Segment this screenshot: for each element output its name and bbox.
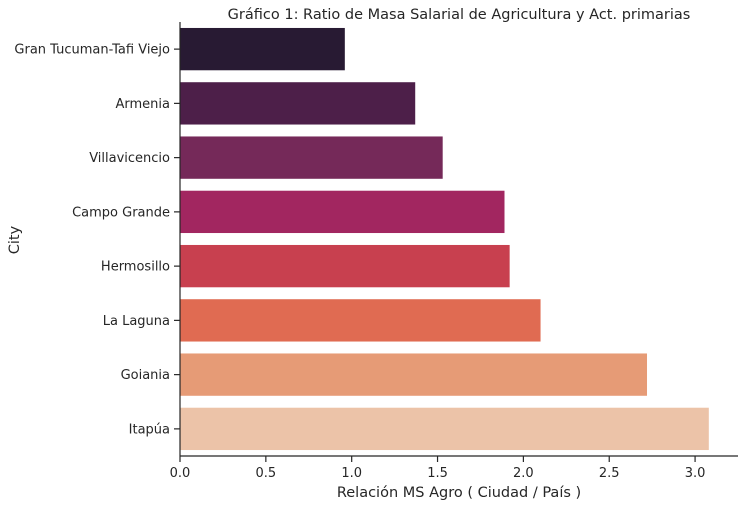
bar-7 [180, 407, 709, 451]
x-tick-label-4: 2.0 [513, 466, 534, 481]
x-tick-layer: 0.0 0.5 1.0 1.5 2.0 2.5 3.0 [170, 456, 706, 481]
y-tick-label-6: Goiania [121, 368, 170, 383]
bar-6 [180, 353, 648, 396]
bar-4 [180, 244, 510, 288]
bar-0 [180, 27, 345, 71]
x-tick-label-5: 2.5 [599, 466, 620, 481]
bar-5 [180, 299, 541, 342]
y-tick-label-0: Gran Tucuman-Tafi Viejo [14, 43, 170, 58]
y-tick-label-5: La Laguna [103, 314, 170, 329]
y-tick-label-7: Itapúa [129, 422, 170, 437]
x-tick-label-1: 0.5 [256, 466, 277, 481]
bar-2 [180, 136, 443, 179]
y-tick-label-4: Hermosillo [101, 260, 170, 275]
y-tick-layer: Gran Tucuman-Tafi Viejo Armenia Villavicen… [14, 43, 180, 437]
x-axis-label: Relación MS Agro ( Ciudad / País ) [337, 485, 581, 501]
chart-title: Gráfico 1: Ratio de Masa Salarial de Agr… [228, 7, 691, 23]
y-axis-label: City [7, 225, 23, 254]
bar-3 [180, 190, 505, 234]
y-tick-label-2: Villavicencio [89, 151, 170, 166]
x-tick-label-6: 3.0 [685, 466, 706, 481]
x-tick-label-0: 0.0 [170, 466, 191, 481]
bars-layer [180, 27, 709, 451]
bar-1 [180, 82, 416, 125]
x-tick-label-2: 1.0 [341, 466, 362, 481]
y-tick-label-3: Campo Grande [72, 205, 170, 220]
y-tick-label-1: Armenia [116, 97, 171, 112]
x-tick-label-3: 1.5 [427, 466, 448, 481]
